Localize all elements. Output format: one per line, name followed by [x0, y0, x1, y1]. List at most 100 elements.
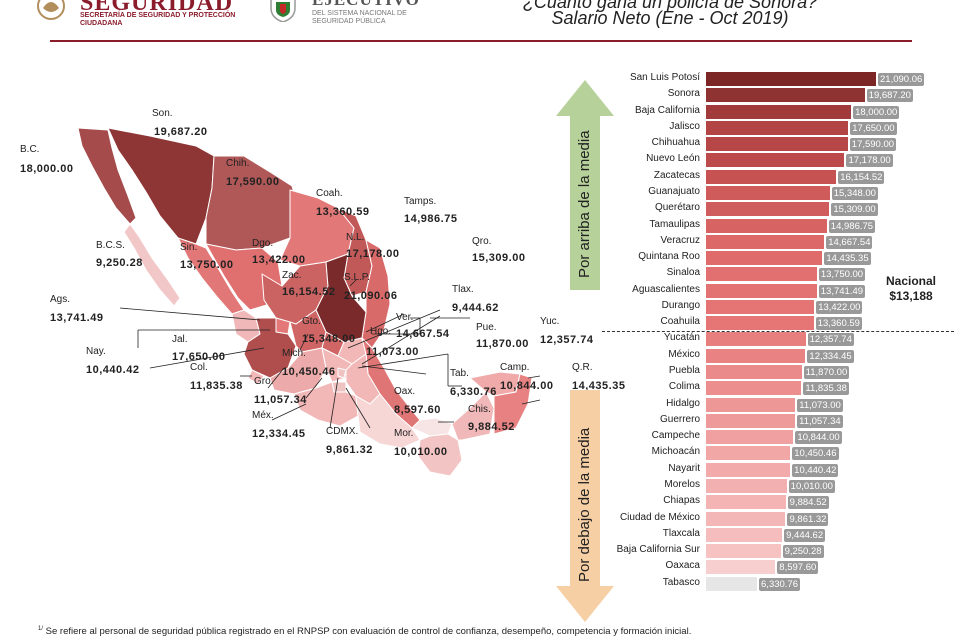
bar	[706, 185, 830, 200]
map-label-abbr: S.L.P.	[344, 272, 370, 283]
logo-ejecutivo: EJECUTIVO	[312, 0, 420, 10]
map-label-value: 13,750.00	[180, 259, 234, 271]
arrow-up-icon	[556, 80, 614, 290]
map-state-campeche	[451, 391, 495, 441]
page-subtitle: Salario Neto (Ene - Oct 2019)	[551, 8, 789, 28]
map-label-value: 15,309.00	[472, 252, 526, 264]
logo-ejecutivo-subtitle: DEL SISTEMA NACIONAL DE SEGURIDAD PÚBLIC…	[312, 10, 407, 25]
bar	[706, 234, 825, 249]
map-label-abbr: N.L.	[346, 232, 365, 243]
bar-value-label: 10,450.46	[792, 447, 839, 461]
map-state-colima	[247, 369, 265, 385]
arrow-down-shape	[556, 390, 614, 622]
arrow-up-shape	[556, 80, 614, 290]
map-label-abbr: Gto.	[302, 316, 321, 327]
bar-value-label: 21,090.06	[878, 73, 925, 86]
bar-value-label: 11,057.34	[797, 414, 843, 428]
bar-value-label: 18,000.00	[853, 105, 900, 119]
bar	[706, 299, 815, 314]
bar-label: Guerrero	[659, 413, 700, 425]
bar	[706, 137, 848, 152]
bar-value-label: 14,667.54	[826, 235, 873, 249]
map-label-abbr: Col.	[190, 362, 208, 373]
bar	[706, 120, 849, 135]
bar	[706, 495, 786, 510]
map-label-value: 13,360.59	[316, 206, 370, 218]
map-label-value: 10,440.42	[86, 364, 140, 376]
bar-label: San Luis Potosí	[629, 72, 700, 83]
bar	[706, 527, 783, 542]
bar	[706, 316, 814, 331]
map-label-value: 10,844.00	[500, 380, 554, 392]
map-label-value: 21,090.06	[344, 290, 398, 302]
bar-label: Zacatecas	[653, 169, 700, 181]
national-value: $13,188	[889, 289, 933, 303]
bar	[706, 348, 806, 363]
map-label-value: 16,154.52	[282, 286, 336, 298]
bar	[706, 283, 817, 298]
bar-value-label: 17,590.00	[849, 138, 897, 152]
map-state-chihuahua	[205, 155, 299, 251]
page-title: ¿Cuánto gana un policía de Sonora?	[522, 0, 818, 12]
coat-of-arms-icon	[37, 0, 65, 20]
map-label-abbr: Jal.	[172, 334, 188, 345]
bar-value-label: 8,597.60	[777, 561, 819, 575]
bar	[706, 560, 776, 575]
bar	[706, 397, 796, 412]
bar-value-label: 17,178.00	[846, 154, 893, 168]
bar	[706, 430, 794, 445]
bar-value-label: 12,357.74	[807, 333, 854, 347]
map-label-abbr: Zac.	[282, 270, 302, 281]
bar-label: Oaxaca	[665, 560, 700, 572]
bar-label: Durango	[661, 299, 700, 311]
bar-value-label: 10,010.00	[788, 480, 835, 493]
map-label-value: 15,348.00	[302, 333, 356, 345]
bar-label: Chiapas	[663, 495, 700, 507]
map-label-value: 14,435.35	[572, 380, 626, 392]
bar-value-label: 11,073.00	[797, 398, 843, 412]
bar	[706, 218, 827, 233]
sesnsp-shield-icon	[270, 0, 296, 22]
bar-value-label: 13,750.00	[818, 268, 866, 282]
map-label-abbr: Camp.	[500, 362, 530, 373]
map-label-abbr: Mich.	[282, 348, 306, 359]
map-label-value: 18,000.00	[20, 163, 74, 175]
logo-seguridad: SEGURIDAD	[80, 0, 234, 16]
map-label-value: 12,357.74	[540, 334, 594, 346]
bar-value-label: 14,986.75	[828, 219, 876, 233]
logo-seguridad-subtitle: SECRETARÍA DE SEGURIDAD Y PROTECCIÓN CIU…	[80, 12, 236, 27]
map-label-abbr: Méx.	[252, 410, 274, 421]
map-label-abbr: B.C.S.	[96, 240, 125, 251]
bar-label: Baja California Sur	[616, 544, 700, 556]
bar-value-label: 9,250.28	[782, 545, 824, 559]
bar-value-label: 15,309.00	[831, 203, 878, 217]
bar	[706, 413, 796, 428]
bar	[706, 88, 865, 103]
bar-label: Aguascalientes	[632, 283, 700, 295]
map-label-abbr: Mor.	[394, 428, 414, 439]
national-average-line	[602, 331, 954, 332]
map-label-value: 11,870.00	[476, 338, 529, 350]
bar	[706, 251, 823, 266]
bar-label: Querétaro	[654, 202, 700, 214]
map-label-abbr: Sin.	[180, 242, 198, 253]
bar	[706, 446, 791, 461]
bar-value-label: 13,422.00	[816, 300, 863, 314]
map-label-abbr: Son.	[152, 108, 173, 119]
national-label: Nacional	[886, 274, 937, 288]
bar-value-label: 15,348.00	[831, 186, 878, 200]
bar	[706, 153, 845, 168]
bar-label: Tamaulipas	[649, 218, 700, 230]
map-label-abbr: CDMX.	[326, 426, 359, 437]
bar-label: Campeche	[651, 430, 700, 442]
map-label-abbr: Yuc.	[540, 316, 560, 327]
map-label-abbr: Ver.	[396, 312, 414, 323]
bar-value-label: 9,444.62	[784, 528, 826, 542]
map-label-abbr: Tamps.	[404, 196, 437, 207]
bar-label: Tlaxcala	[662, 527, 700, 539]
map-state-baja-california-sur	[123, 223, 181, 307]
map-label-abbr: Qro.	[472, 236, 492, 247]
map-state-cdmx	[337, 367, 347, 379]
bar	[706, 332, 806, 347]
map-label-value: 10,450.46	[282, 366, 336, 378]
